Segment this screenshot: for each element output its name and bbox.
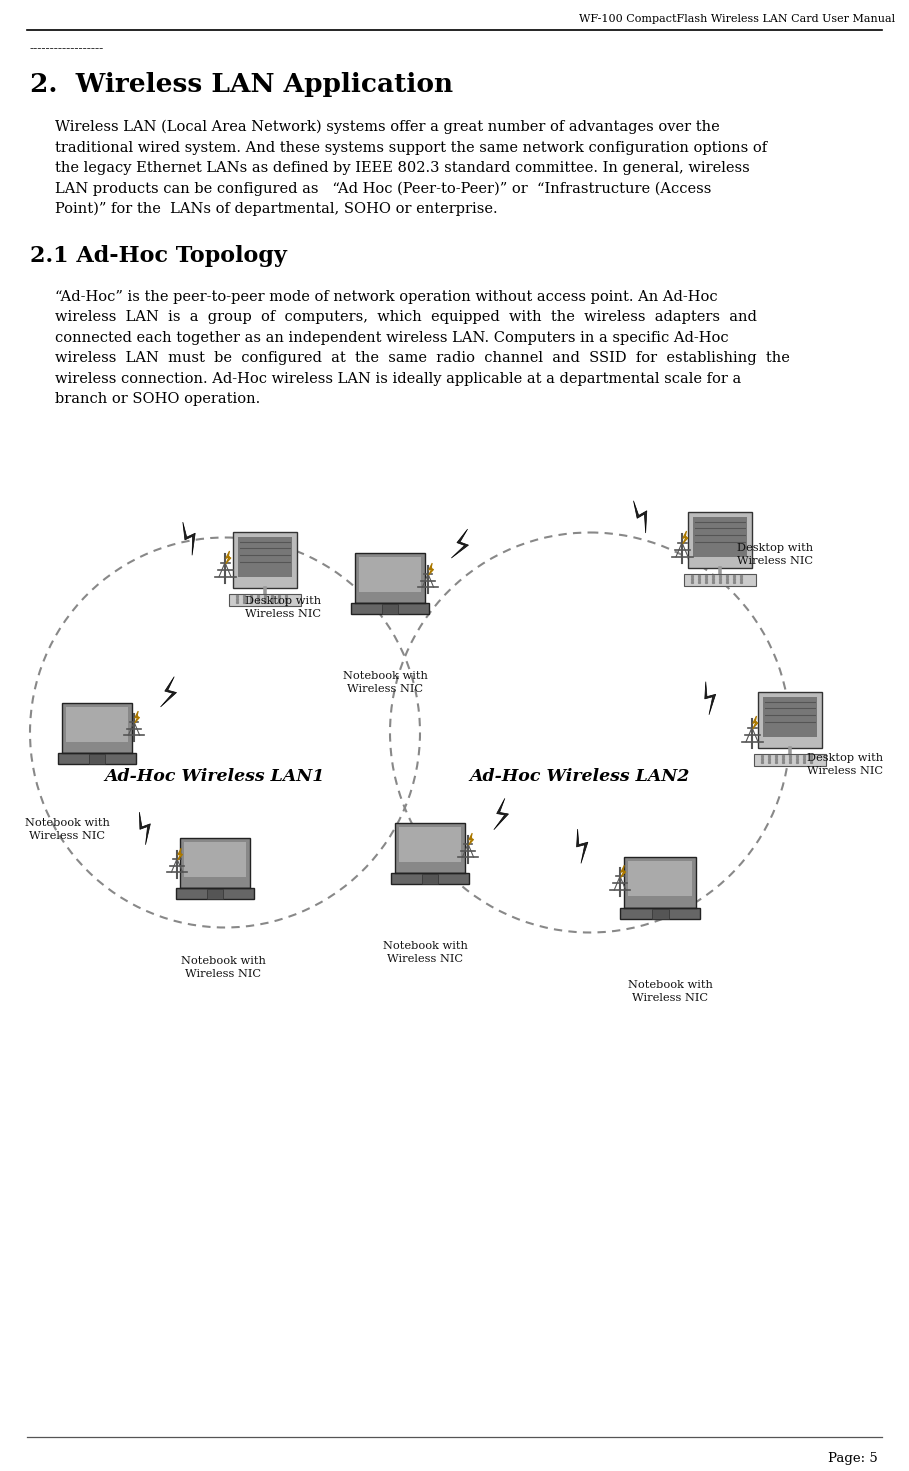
Text: Notebook with: Notebook with [25,818,109,828]
Bar [62,703,132,753]
Text: Desktop with: Desktop with [737,543,813,553]
Bar [652,909,668,919]
Text: wireless  LAN  is  a  group  of  computers,  which  equipped  with  the  wireles: wireless LAN is a group of computers, wh… [55,310,757,324]
Text: Wireless NIC: Wireless NIC [245,609,321,618]
Polygon shape [161,677,176,708]
Text: Desktop with: Desktop with [807,753,883,762]
Text: Ad-Hoc Wireless LAN1: Ad-Hoc Wireless LAN1 [105,768,325,784]
Text: Notebook with: Notebook with [383,940,467,950]
Text: Wireless NIC: Wireless NIC [347,684,423,693]
Text: 2.1 Ad-Hoc Topology: 2.1 Ad-Hoc Topology [30,244,287,266]
Bar [66,708,128,741]
Text: the legacy Ethernet LANs as defined by IEEE 802.3 standard committee. In general: the legacy Ethernet LANs as defined by I… [55,160,750,175]
Text: branch or SOHO operation.: branch or SOHO operation. [55,391,260,406]
Polygon shape [225,552,231,563]
Bar [89,755,105,763]
Bar [176,887,254,899]
Text: LAN products can be configured as   “Ad Hoc (Peer-to-Peer)” or  “Infrastructure : LAN products can be configured as “Ad Ho… [55,181,712,196]
Text: Notebook with: Notebook with [343,671,427,681]
Bar [764,697,817,737]
Text: Wireless NIC: Wireless NIC [632,993,708,1003]
Polygon shape [135,710,140,724]
Text: Wireless NIC: Wireless NIC [387,953,463,964]
Bar [395,824,464,872]
Bar [391,872,469,884]
Bar [422,874,438,884]
Polygon shape [683,531,688,544]
Text: Wireless NIC: Wireless NIC [737,556,813,565]
Bar [238,537,292,577]
Bar [694,518,747,558]
Polygon shape [183,522,195,555]
Text: Point)” for the  LANs of departmental, SOHO or enterprise.: Point)” for the LANs of departmental, SO… [55,202,497,216]
Text: Wireless NIC: Wireless NIC [29,831,105,840]
Text: Ad-Hoc Wireless LAN2: Ad-Hoc Wireless LAN2 [470,768,690,784]
Bar [233,533,297,587]
Bar [399,827,461,862]
Bar [58,753,136,763]
Bar [688,512,752,568]
Bar [628,861,692,896]
Bar [382,605,398,613]
Polygon shape [494,799,508,830]
Text: wireless connection. Ad-Hoc wireless LAN is ideally applicable at a departmental: wireless connection. Ad-Hoc wireless LAN… [55,372,741,385]
Bar [359,558,421,591]
Text: wireless  LAN  must  be  configured  at  the  same  radio  channel  and  SSID  f: wireless LAN must be configured at the s… [55,352,790,365]
Text: 2.  Wireless LAN Application: 2. Wireless LAN Application [30,72,453,97]
Polygon shape [576,830,588,863]
Text: “Ad-Hoc” is the peer-to-peer mode of network operation without access point. An : “Ad-Hoc” is the peer-to-peer mode of net… [55,290,717,303]
Polygon shape [704,681,715,715]
Polygon shape [429,563,434,575]
Bar [351,603,429,613]
Polygon shape [621,865,625,878]
Polygon shape [139,812,150,844]
Bar [180,838,250,887]
Polygon shape [634,500,647,533]
Text: Wireless NIC: Wireless NIC [185,968,261,978]
Polygon shape [451,530,468,558]
Text: traditional wired system. And these systems support the same network configurati: traditional wired system. And these syst… [55,141,767,154]
Text: Desktop with: Desktop with [245,596,321,606]
Text: Notebook with: Notebook with [627,980,713,990]
Polygon shape [177,849,183,861]
Text: Wireless LAN (Local Area Network) systems offer a great number of advantages ove: Wireless LAN (Local Area Network) system… [55,121,720,134]
Text: ------------------: ------------------ [30,43,105,54]
Bar [207,888,224,899]
Bar [758,693,822,747]
Bar [624,856,696,908]
Bar [684,574,756,587]
Bar [620,908,700,919]
Bar [229,594,301,606]
Polygon shape [753,716,758,728]
Polygon shape [469,833,474,844]
Bar [185,843,245,877]
Text: Page: 5: Page: 5 [828,1452,878,1465]
Text: Notebook with: Notebook with [181,956,265,965]
Text: WF-100 CompactFlash Wireless LAN Card User Manual: WF-100 CompactFlash Wireless LAN Card Us… [579,15,895,24]
Bar [355,553,425,603]
Text: connected each together as an independent wireless LAN. Computers in a specific : connected each together as an independen… [55,331,729,344]
Bar [754,755,826,766]
Text: Wireless NIC: Wireless NIC [807,765,883,775]
